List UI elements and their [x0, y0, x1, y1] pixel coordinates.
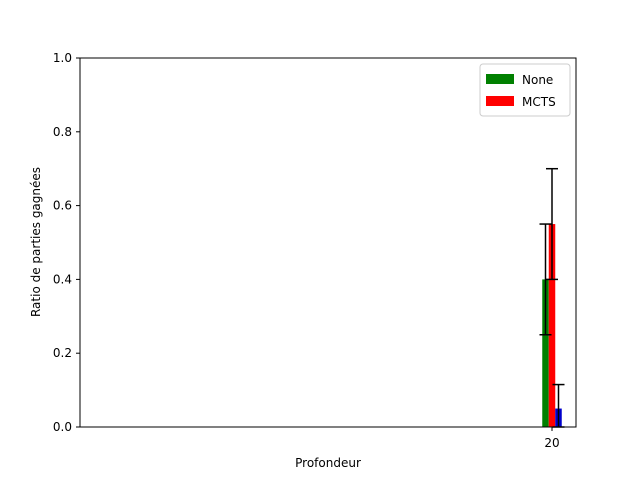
y-tick-label: 1.0: [53, 51, 72, 65]
plot-area-frame: [79, 57, 577, 428]
y-tick-label: 0.8: [53, 125, 72, 139]
legend: None MCTS: [479, 63, 571, 117]
y-axis-ticks: 0.0 0.2 0.4 0.6 0.8 1.0: [53, 51, 80, 434]
legend-swatch: [486, 96, 514, 106]
x-tick-label: 20: [544, 436, 559, 450]
bar-series-0: [542, 279, 549, 427]
y-axis-label: Ratio de parties gagnées: [29, 167, 43, 317]
bar-series-1: [548, 224, 556, 427]
y-tick-label: 0.0: [53, 420, 72, 434]
legend-label: None: [522, 73, 553, 87]
y-tick-label: 0.6: [53, 199, 72, 213]
legend-swatch: [486, 74, 514, 84]
x-axis-label: Profondeur: [295, 456, 361, 470]
x-axis-ticks: 20: [544, 427, 560, 450]
legend-label: MCTS: [522, 95, 556, 109]
y-tick-label: 0.4: [53, 272, 72, 286]
y-tick-label: 0.2: [53, 346, 72, 360]
